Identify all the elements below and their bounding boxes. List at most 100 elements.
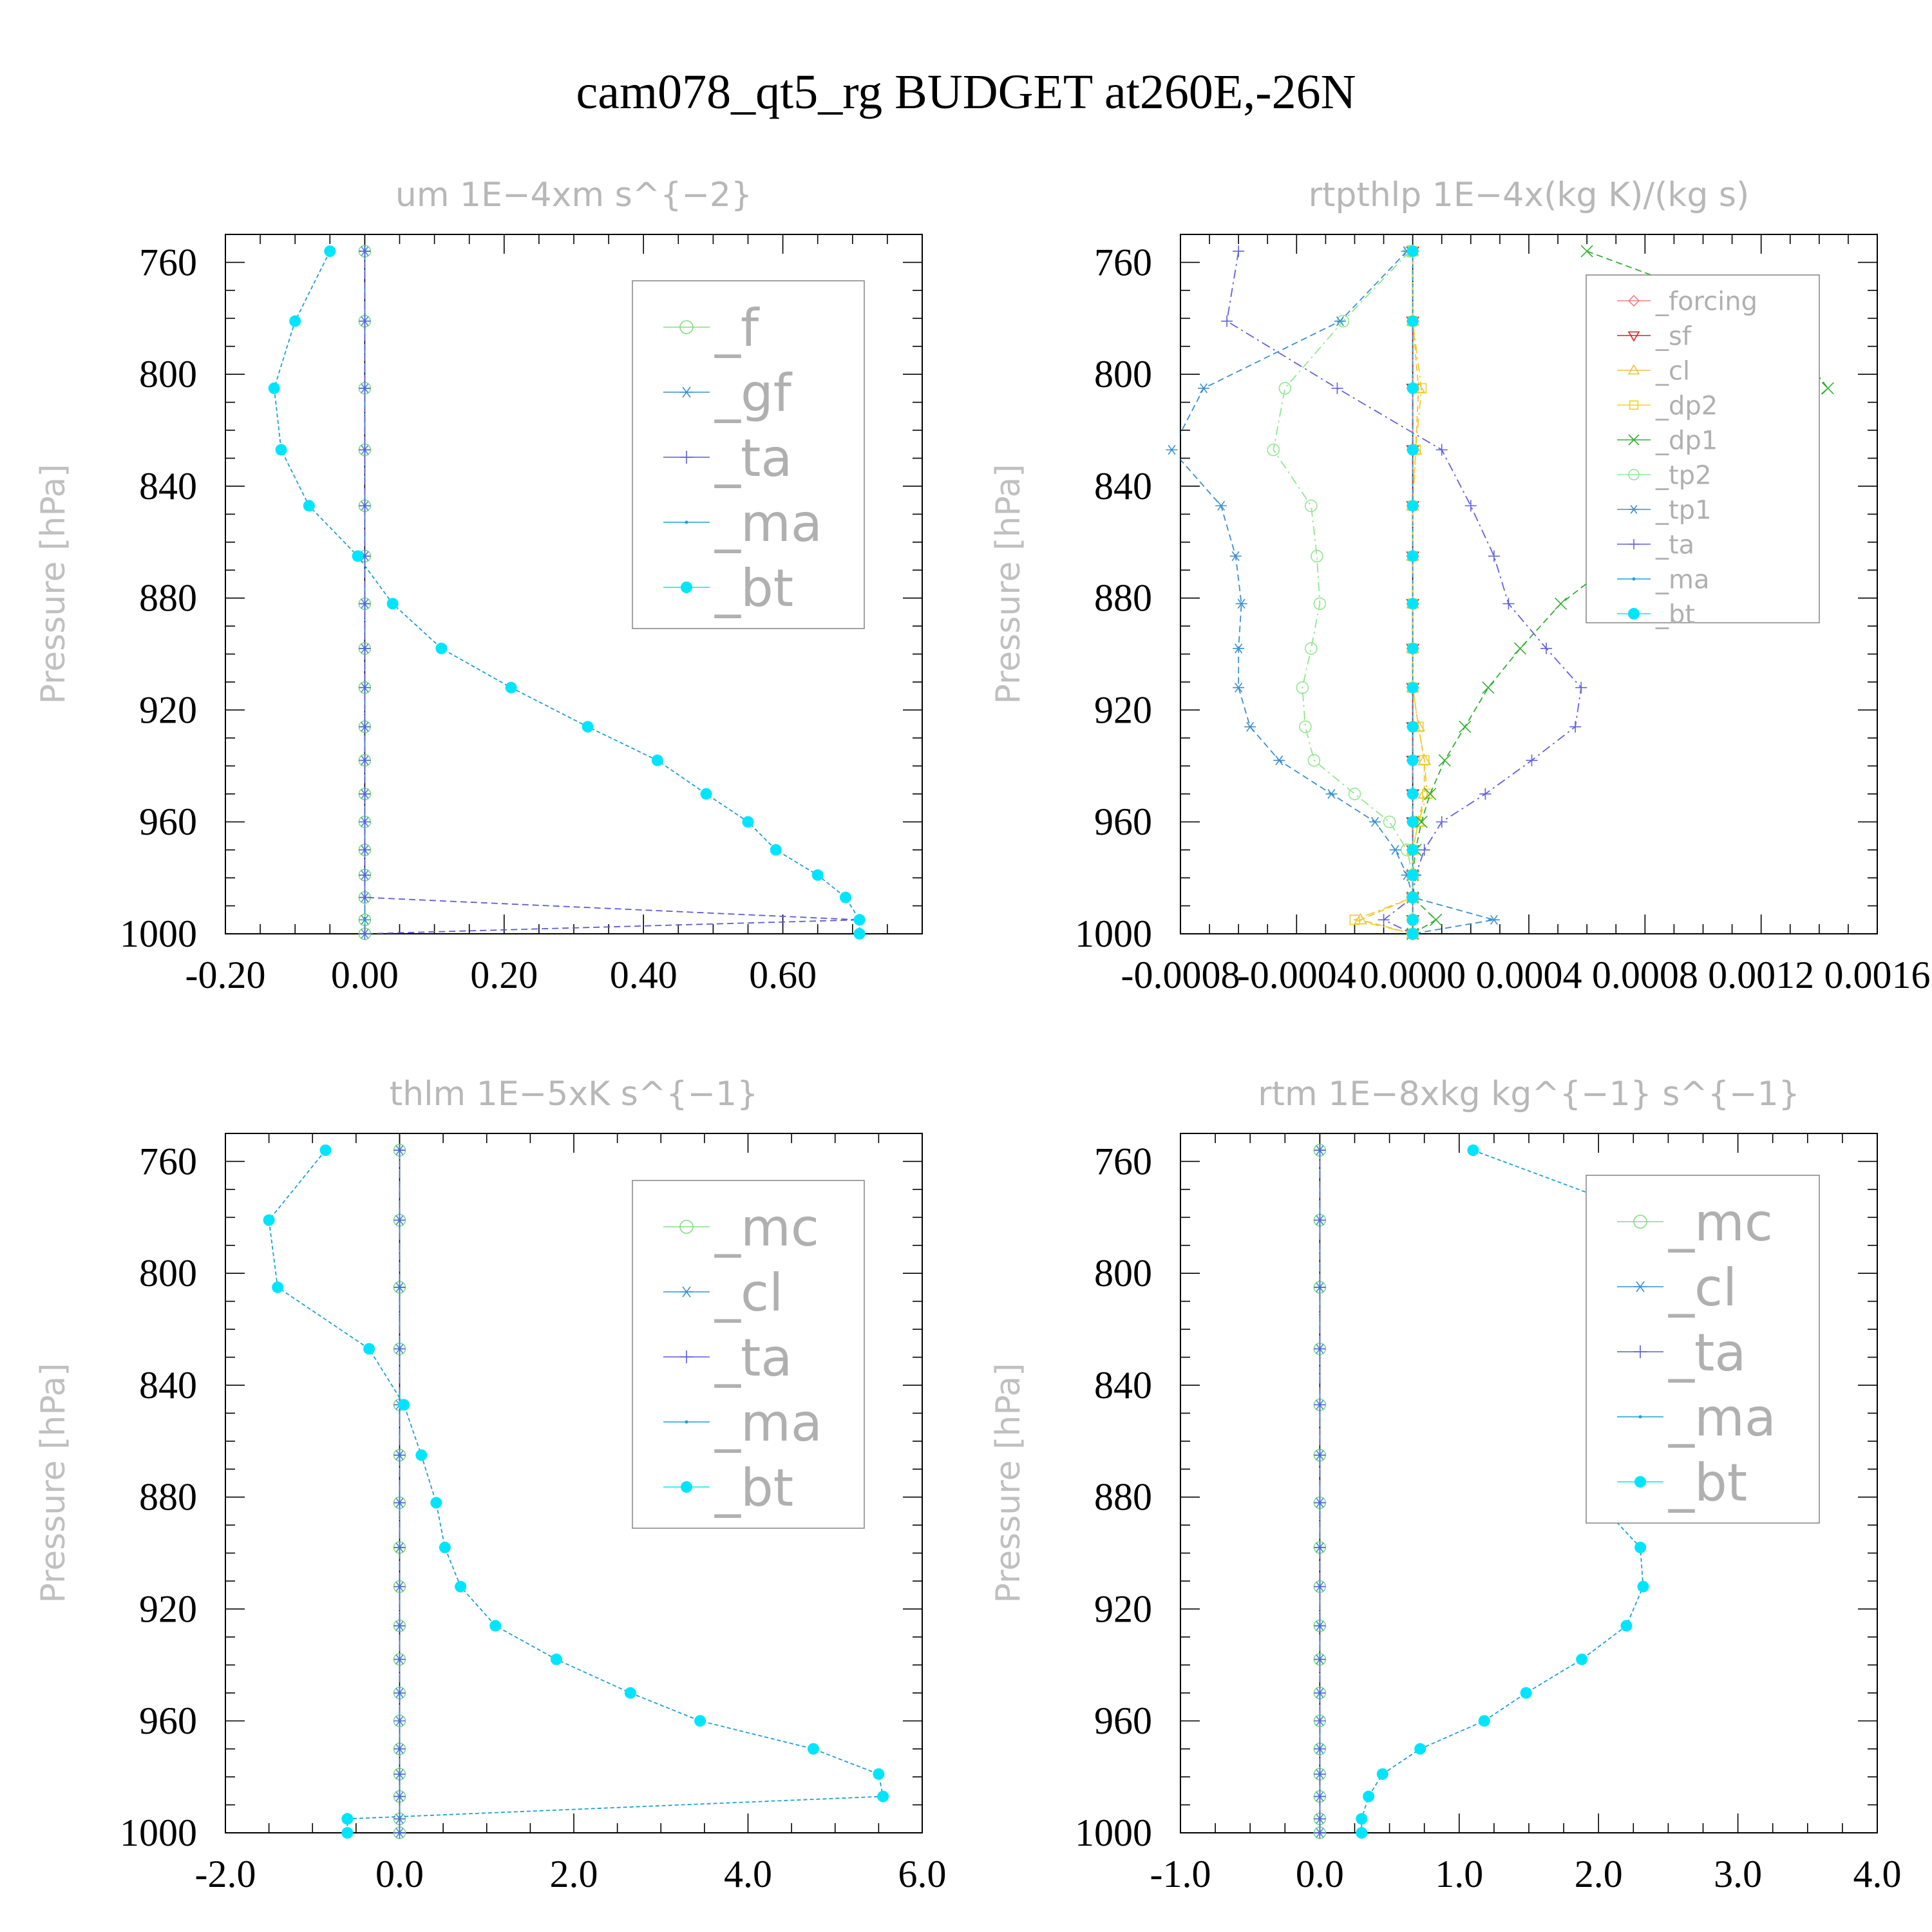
y-tick-label: 760 [139, 1140, 197, 1182]
data-point [275, 444, 287, 456]
data-point [1637, 1580, 1649, 1593]
y-tick-label: 920 [139, 688, 197, 731]
data-point [877, 1790, 889, 1803]
data-point [393, 1580, 406, 1593]
data-point [439, 1541, 451, 1553]
data-point [359, 681, 371, 694]
data-point [1406, 788, 1419, 800]
y-axis-label: Pressure [hPa] [989, 1363, 1028, 1604]
legend-marker [685, 520, 688, 524]
data-point [1314, 1399, 1326, 1411]
data-point [1406, 598, 1419, 610]
data-point [1406, 844, 1419, 856]
x-tick-label: 0.0000 [1359, 954, 1466, 996]
data-point [1478, 1715, 1490, 1727]
data-point [415, 1449, 428, 1461]
legend-label: _f [714, 298, 760, 358]
data-point [393, 1790, 406, 1803]
legend-item: _ta [663, 1328, 792, 1388]
legend-marker [1628, 608, 1640, 620]
y-tick-label: 920 [1094, 1587, 1152, 1630]
series-line [1352, 251, 1428, 934]
x-tick-label: 3.0 [1714, 1853, 1762, 1895]
data-point [1406, 914, 1419, 926]
series-bt [263, 1144, 889, 1839]
data-point [1296, 681, 1309, 694]
legend-item: _ta [1617, 530, 1694, 560]
y-tick-label: 880 [139, 1476, 197, 1519]
data-point [1267, 443, 1280, 457]
legend-label: _ma [1655, 565, 1709, 594]
legend-item: _sf [1617, 321, 1692, 351]
data-point [435, 642, 448, 654]
y-tick-label: 760 [1094, 241, 1152, 283]
data-point [1488, 914, 1500, 925]
x-tick-label: 0.0008 [1592, 954, 1698, 996]
legend-item: _tp2 [1617, 460, 1712, 490]
data-point [1569, 721, 1582, 733]
data-point [1314, 1653, 1326, 1665]
data-point [303, 500, 315, 512]
x-tick-label: 0.0016 [1824, 954, 1931, 996]
y-tick-label: 960 [1094, 1700, 1152, 1742]
data-point [1406, 754, 1419, 766]
data-point [1467, 1144, 1479, 1157]
legend-item: _tp1 [1617, 495, 1712, 525]
x-tick-label: 2.0 [550, 1853, 598, 1895]
y-tick-label: 760 [1094, 1140, 1152, 1182]
data-point [359, 754, 371, 766]
y-tick-label: 880 [139, 577, 197, 620]
legend-marker [1628, 434, 1640, 446]
legend-marker [679, 1220, 694, 1234]
x-tick-label: 0.0 [1296, 1853, 1344, 1895]
data-point [1299, 720, 1312, 734]
data-point [1378, 914, 1390, 926]
legend-marker [1634, 1345, 1647, 1358]
data-point [1325, 789, 1338, 799]
data-point [700, 788, 712, 800]
data-point [393, 1497, 406, 1509]
legend-item: _f [663, 298, 760, 358]
x-tick-label: -0.20 [185, 954, 266, 996]
data-point [1376, 1768, 1388, 1780]
data-point [1406, 721, 1419, 733]
y-tick-label: 920 [1094, 688, 1152, 731]
data-point [1314, 1144, 1326, 1157]
data-point [393, 1541, 406, 1553]
data-point [1414, 1743, 1426, 1755]
data-point [1502, 598, 1515, 610]
data-point [359, 245, 371, 258]
legend-marker [680, 451, 693, 464]
data-point [1406, 550, 1419, 562]
data-point [324, 245, 336, 258]
data-point [386, 598, 399, 610]
chart-panel-4: rtm 1E−8xkg kg^{−1} s^{−1} Pressure [hPa]… [989, 1075, 1902, 1895]
data-point [1459, 720, 1472, 734]
data-point [1634, 1541, 1647, 1553]
data-point [770, 844, 782, 856]
data-point [1482, 681, 1495, 694]
data-point [1314, 1449, 1326, 1461]
y-tick-label: 800 [1094, 353, 1152, 395]
data-point [359, 642, 371, 654]
data-point [268, 382, 280, 394]
x-tick-label: 4.0 [724, 1853, 772, 1895]
legend-marker [1627, 364, 1640, 375]
legend-marker [1638, 1415, 1642, 1419]
y-axis-label: Pressure [hPa] [34, 464, 73, 705]
legend-label: _ma [714, 493, 822, 553]
legend-item: _ta [663, 428, 792, 488]
legend-label: _ma [1668, 1388, 1776, 1448]
legend: _forcing _sf _cl _dp2 _dp1 _tp2 _tp1 _ta _ma _bt [1586, 274, 1820, 629]
data-point [1419, 755, 1430, 766]
data-point [1406, 816, 1419, 828]
legend: _f_gf_ta_ma_bt [632, 280, 865, 629]
data-point [1166, 444, 1178, 455]
data-point [1435, 444, 1448, 456]
data-point [1389, 845, 1401, 855]
data-point [1383, 815, 1396, 829]
data-point [853, 928, 866, 940]
x-tick-label: 1.0 [1435, 1853, 1483, 1895]
data-point [1406, 869, 1419, 881]
